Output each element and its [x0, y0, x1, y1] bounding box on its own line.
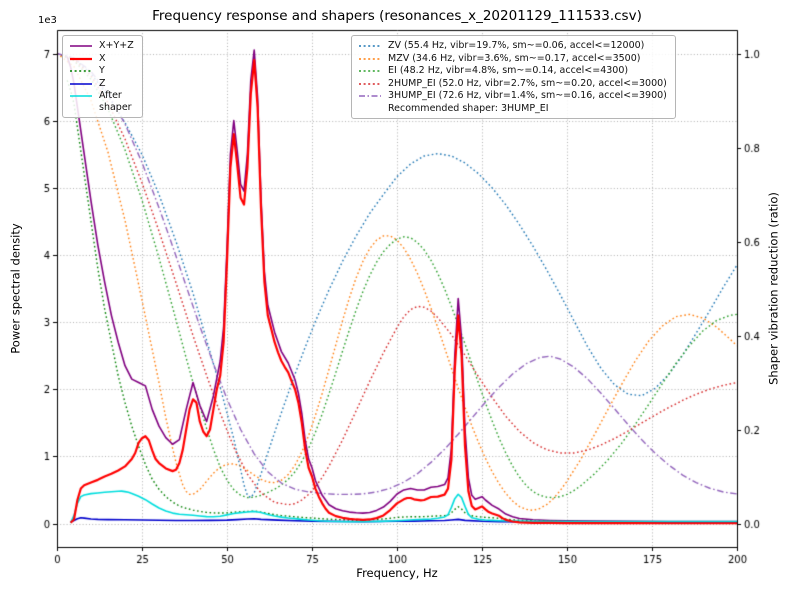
legend-item-z: Z: [69, 78, 134, 90]
legend-item-2hump-ei: 2HUMP_EI (52.0 Hz, vibr=2.7%, sm~=0.20, …: [358, 78, 667, 90]
legend-psd-rows: X+Y+Z X Y Z After shaper: [69, 40, 134, 113]
legend-footer: Recommended shaper: 3HUMP_EI: [388, 102, 549, 114]
legend-label: Z: [99, 77, 106, 89]
legend-label: X+Y+Z: [99, 40, 134, 51]
legend-label: MZV (34.6 Hz, vibr=3.6%, sm~=0.17, accel…: [388, 52, 641, 64]
legend-item-after-shaper: After shaper: [69, 90, 134, 113]
legend-label: 2HUMP_EI (52.0 Hz, vibr=2.7%, sm~=0.20, …: [388, 77, 667, 89]
legend-label: X: [99, 52, 106, 64]
legend-line-swatch: [359, 57, 381, 60]
legend-line-swatch: [359, 70, 381, 72]
x-axis-label: Frequency, Hz: [356, 566, 438, 580]
legend-label: 3HUMP_EI (72.6 Hz, vibr=1.4%, sm~=0.16, …: [388, 90, 667, 101]
chart-title: Frequency response and shapers (resonanc…: [152, 8, 642, 24]
legend-label: Y: [99, 65, 105, 76]
y-left-axis-label: Power spectral density: [8, 223, 23, 354]
legend-label: After shaper: [99, 90, 132, 113]
legend-line-swatch: [70, 82, 92, 85]
legend-item-y: Y: [69, 65, 134, 77]
y-left-offset-text: 1e3: [38, 15, 57, 26]
y-right-axis-label: Shaper vibration reduction (ratio): [766, 192, 781, 385]
legend-line-swatch: [70, 57, 92, 60]
legend-psd: X+Y+Z X Y Z After shaper: [62, 35, 143, 118]
legend-footer-row: Recommended shaper: 3HUMP_EI: [358, 103, 667, 115]
legend-item-3hump-ei: 3HUMP_EI (72.6 Hz, vibr=1.4%, sm~=0.16, …: [358, 90, 667, 102]
legend-label: EI (48.2 Hz, vibr=4.8%, sm~=0.14, accel<…: [388, 65, 629, 76]
legend-item-ei: EI (48.2 Hz, vibr=4.8%, sm~=0.14, accel<…: [358, 65, 667, 77]
legend-line-swatch: [70, 70, 92, 72]
legend-label: ZV (55.4 Hz, vibr=19.7%, sm~=0.06, accel…: [388, 40, 645, 51]
legend-shaper-rows: ZV (55.4 Hz, vibr=19.7%, sm~=0.06, accel…: [358, 40, 667, 102]
legend-item-mzv: MZV (34.6 Hz, vibr=3.6%, sm~=0.17, accel…: [358, 53, 667, 65]
legend-shapers: ZV (55.4 Hz, vibr=19.7%, sm~=0.06, accel…: [351, 35, 676, 119]
legend-line-swatch: [359, 45, 381, 47]
legend-item-x: X: [69, 53, 134, 65]
legend-line-swatch: [359, 95, 381, 97]
legend-line-swatch: [70, 45, 92, 47]
legend-line-swatch: [359, 82, 381, 85]
legend-item-zv: ZV (55.4 Hz, vibr=19.7%, sm~=0.06, accel…: [358, 40, 667, 52]
legend-line-swatch: [70, 95, 92, 97]
legend-item-x-y-z: X+Y+Z: [69, 40, 134, 52]
